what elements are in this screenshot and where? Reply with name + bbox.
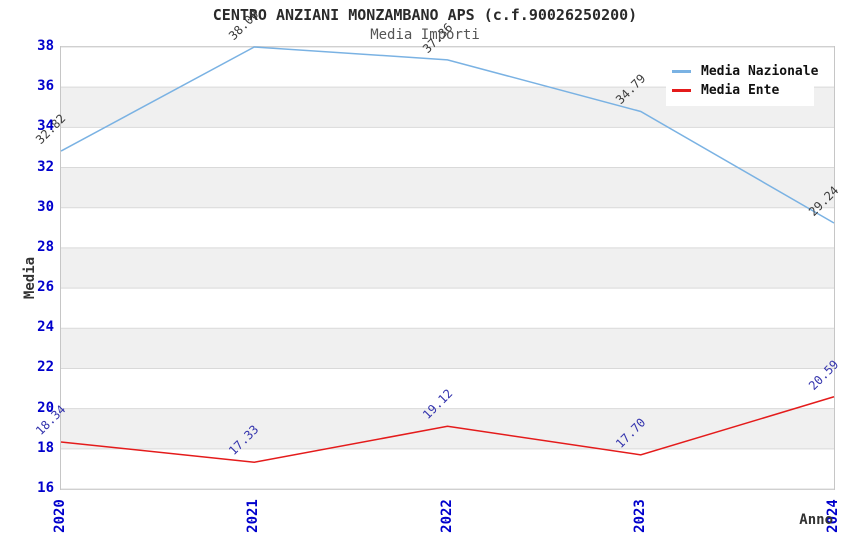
legend-label-nazionale: Media Nazionale [701, 64, 819, 79]
plot-area: 32.82 38.00 37.36 34.79 29.24 18.34 17.33 19.12… [33, 7, 841, 490]
y-tick-label: 24 [37, 319, 54, 336]
band [61, 167, 834, 208]
plot-canvas [60, 46, 835, 490]
y-tick-label: 32 [37, 158, 54, 175]
legend-line-swatch-nazionale [672, 70, 691, 73]
legend-item-media-ente: Media Ente [672, 81, 810, 100]
band [61, 328, 834, 369]
chart-subtitle: Media Importi [370, 27, 480, 43]
x-tick-label: 2021 [245, 499, 262, 533]
legend-item-media-nazionale: Media Nazionale [672, 62, 818, 81]
y-tick-label: 38 [37, 38, 54, 54]
y-tick-label: 28 [37, 238, 54, 255]
legend-line-swatch-ente [672, 89, 691, 92]
y-tick-label: 18 [37, 439, 54, 456]
y-axis-title: Media [22, 256, 38, 300]
x-tick-label: 2020 [52, 499, 68, 533]
y-tick-label: 26 [37, 279, 54, 296]
y-tick-label: 30 [37, 198, 54, 215]
series-line-0 [60, 46, 835, 224]
chart-title: CENTRO ANZIANI MONZAMBANO APS (c.f.90026… [212, 6, 638, 24]
y-tick-label: 20 [37, 399, 54, 416]
y-tick-label: 16 [37, 480, 54, 496]
y-tick-label: 36 [37, 78, 54, 95]
y-tick-label: 34 [37, 118, 54, 135]
series-line-1 [60, 396, 835, 464]
x-tick-label: 2023 [631, 499, 648, 533]
band [61, 408, 834, 449]
legend: Media Nazionale Media Ente [666, 58, 818, 106]
y-tick-label: 22 [37, 359, 54, 376]
legend-label-ente: Media Ente [701, 83, 780, 98]
x-axis-title: Anno [799, 512, 833, 528]
x-tick-label: 2022 [438, 499, 455, 533]
band [61, 247, 834, 289]
